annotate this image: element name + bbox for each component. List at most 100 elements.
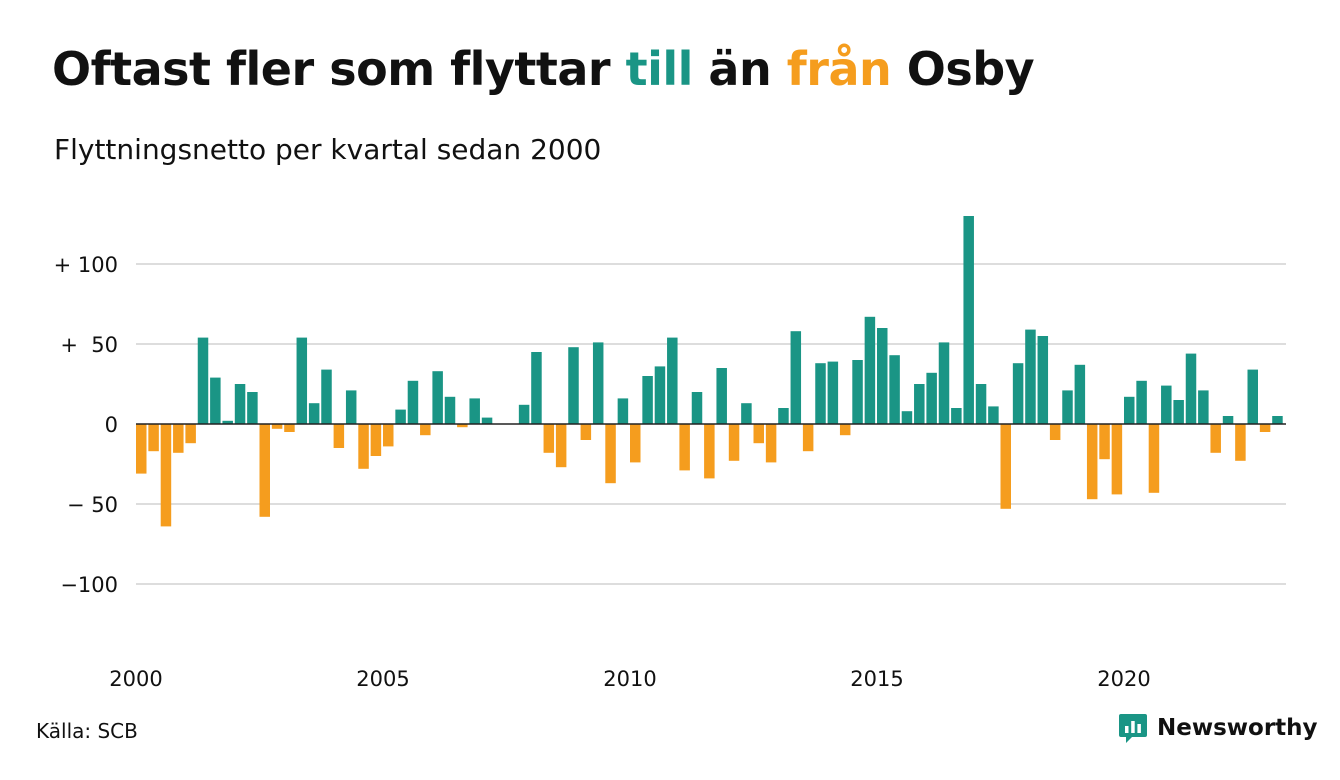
bar (333, 424, 345, 448)
bar (185, 424, 196, 444)
title-word-fran: från (786, 42, 892, 96)
bar (432, 371, 443, 424)
bar (1185, 353, 1197, 424)
bar (630, 424, 641, 463)
bar (1086, 424, 1098, 500)
bar (407, 380, 419, 424)
bar (222, 420, 233, 424)
bar (234, 384, 246, 424)
bar (667, 337, 678, 424)
bar (679, 424, 690, 471)
y-tick-label: + 50 (60, 333, 118, 357)
bar (1173, 400, 1184, 424)
bar (160, 424, 172, 527)
y-axis-ticks: + 100 + 50 0 − 50 −100 (54, 253, 118, 597)
bar (197, 337, 209, 424)
newsworthy-logo: Newsworthy (1118, 712, 1318, 744)
bar (1000, 424, 1011, 509)
title-text-3: Osby (891, 42, 1035, 96)
bar (1099, 424, 1110, 460)
bar (938, 342, 950, 424)
bar (136, 424, 147, 474)
bar (827, 361, 839, 424)
bar (691, 392, 703, 424)
bar (370, 424, 382, 456)
bar (1136, 380, 1147, 424)
bar (753, 424, 764, 444)
newsworthy-chart-icon (1119, 714, 1147, 743)
bar (765, 424, 777, 463)
bar (481, 417, 493, 424)
title-text-1: Oftast fler som flyttar (52, 42, 626, 96)
bar (988, 406, 999, 424)
bar (1025, 329, 1036, 424)
bar (592, 342, 604, 424)
y-tick-label: −100 (60, 573, 118, 597)
bar (259, 424, 270, 517)
bar (1210, 424, 1221, 453)
bar (1049, 424, 1061, 440)
title-text-2: än (692, 42, 787, 96)
bar (1235, 424, 1246, 461)
bar (395, 409, 406, 424)
bar (1259, 424, 1271, 432)
bar (568, 347, 579, 424)
source-note: Källa: SCB (36, 719, 138, 743)
bar (469, 398, 480, 424)
bar (420, 424, 431, 436)
bar (802, 424, 814, 452)
bar (1161, 385, 1172, 424)
bar (716, 368, 727, 424)
x-tick-label: 2015 (850, 667, 903, 691)
bar (308, 403, 320, 424)
bar (1074, 364, 1086, 424)
bar (778, 408, 789, 424)
x-tick-label: 2000 (109, 667, 162, 691)
bar-chart: + 100 + 50 0 − 50 −100 2000 2005 2010 2015 2020 (54, 216, 1286, 691)
bar (728, 424, 740, 461)
bar (704, 424, 715, 479)
bar (247, 392, 258, 424)
bar (815, 363, 826, 424)
bar (654, 366, 666, 424)
bar (1198, 390, 1209, 424)
y-tick-label: − 50 (67, 493, 118, 517)
bar (284, 424, 295, 432)
bar (210, 377, 221, 424)
y-tick-label: 0 (105, 413, 118, 437)
x-tick-label: 2020 (1097, 667, 1150, 691)
x-axis-ticks: 2000 2005 2010 2015 2020 (109, 667, 1150, 691)
chart-subtitle: Flyttningsnetto per kvartal sedan 2000 (54, 133, 602, 166)
bar (1062, 390, 1073, 424)
bar (148, 424, 159, 452)
bars (136, 216, 1283, 527)
bar (864, 316, 876, 424)
bar (543, 424, 555, 453)
bar (889, 355, 900, 424)
bar (642, 376, 653, 424)
bar (852, 360, 863, 424)
bar (914, 384, 925, 424)
bar (296, 337, 308, 424)
x-tick-label: 2005 (356, 667, 409, 691)
bar (1012, 363, 1024, 424)
bar (555, 424, 567, 468)
bar (1247, 369, 1258, 424)
bar (321, 369, 332, 424)
bar (531, 352, 542, 424)
bar (617, 398, 629, 424)
bar (1148, 424, 1160, 493)
bar (173, 424, 184, 453)
bar (790, 331, 802, 424)
bar (951, 408, 962, 424)
bar (1124, 396, 1135, 424)
bar (926, 372, 937, 424)
chart-title: Oftast fler som flyttar till än från Osb… (52, 42, 1035, 96)
bar (580, 424, 592, 440)
bar (271, 424, 283, 429)
bar (1222, 416, 1234, 424)
bar (345, 390, 357, 424)
bar (1272, 416, 1283, 424)
bar (358, 424, 369, 469)
y-tick-label: + 100 (54, 253, 118, 277)
